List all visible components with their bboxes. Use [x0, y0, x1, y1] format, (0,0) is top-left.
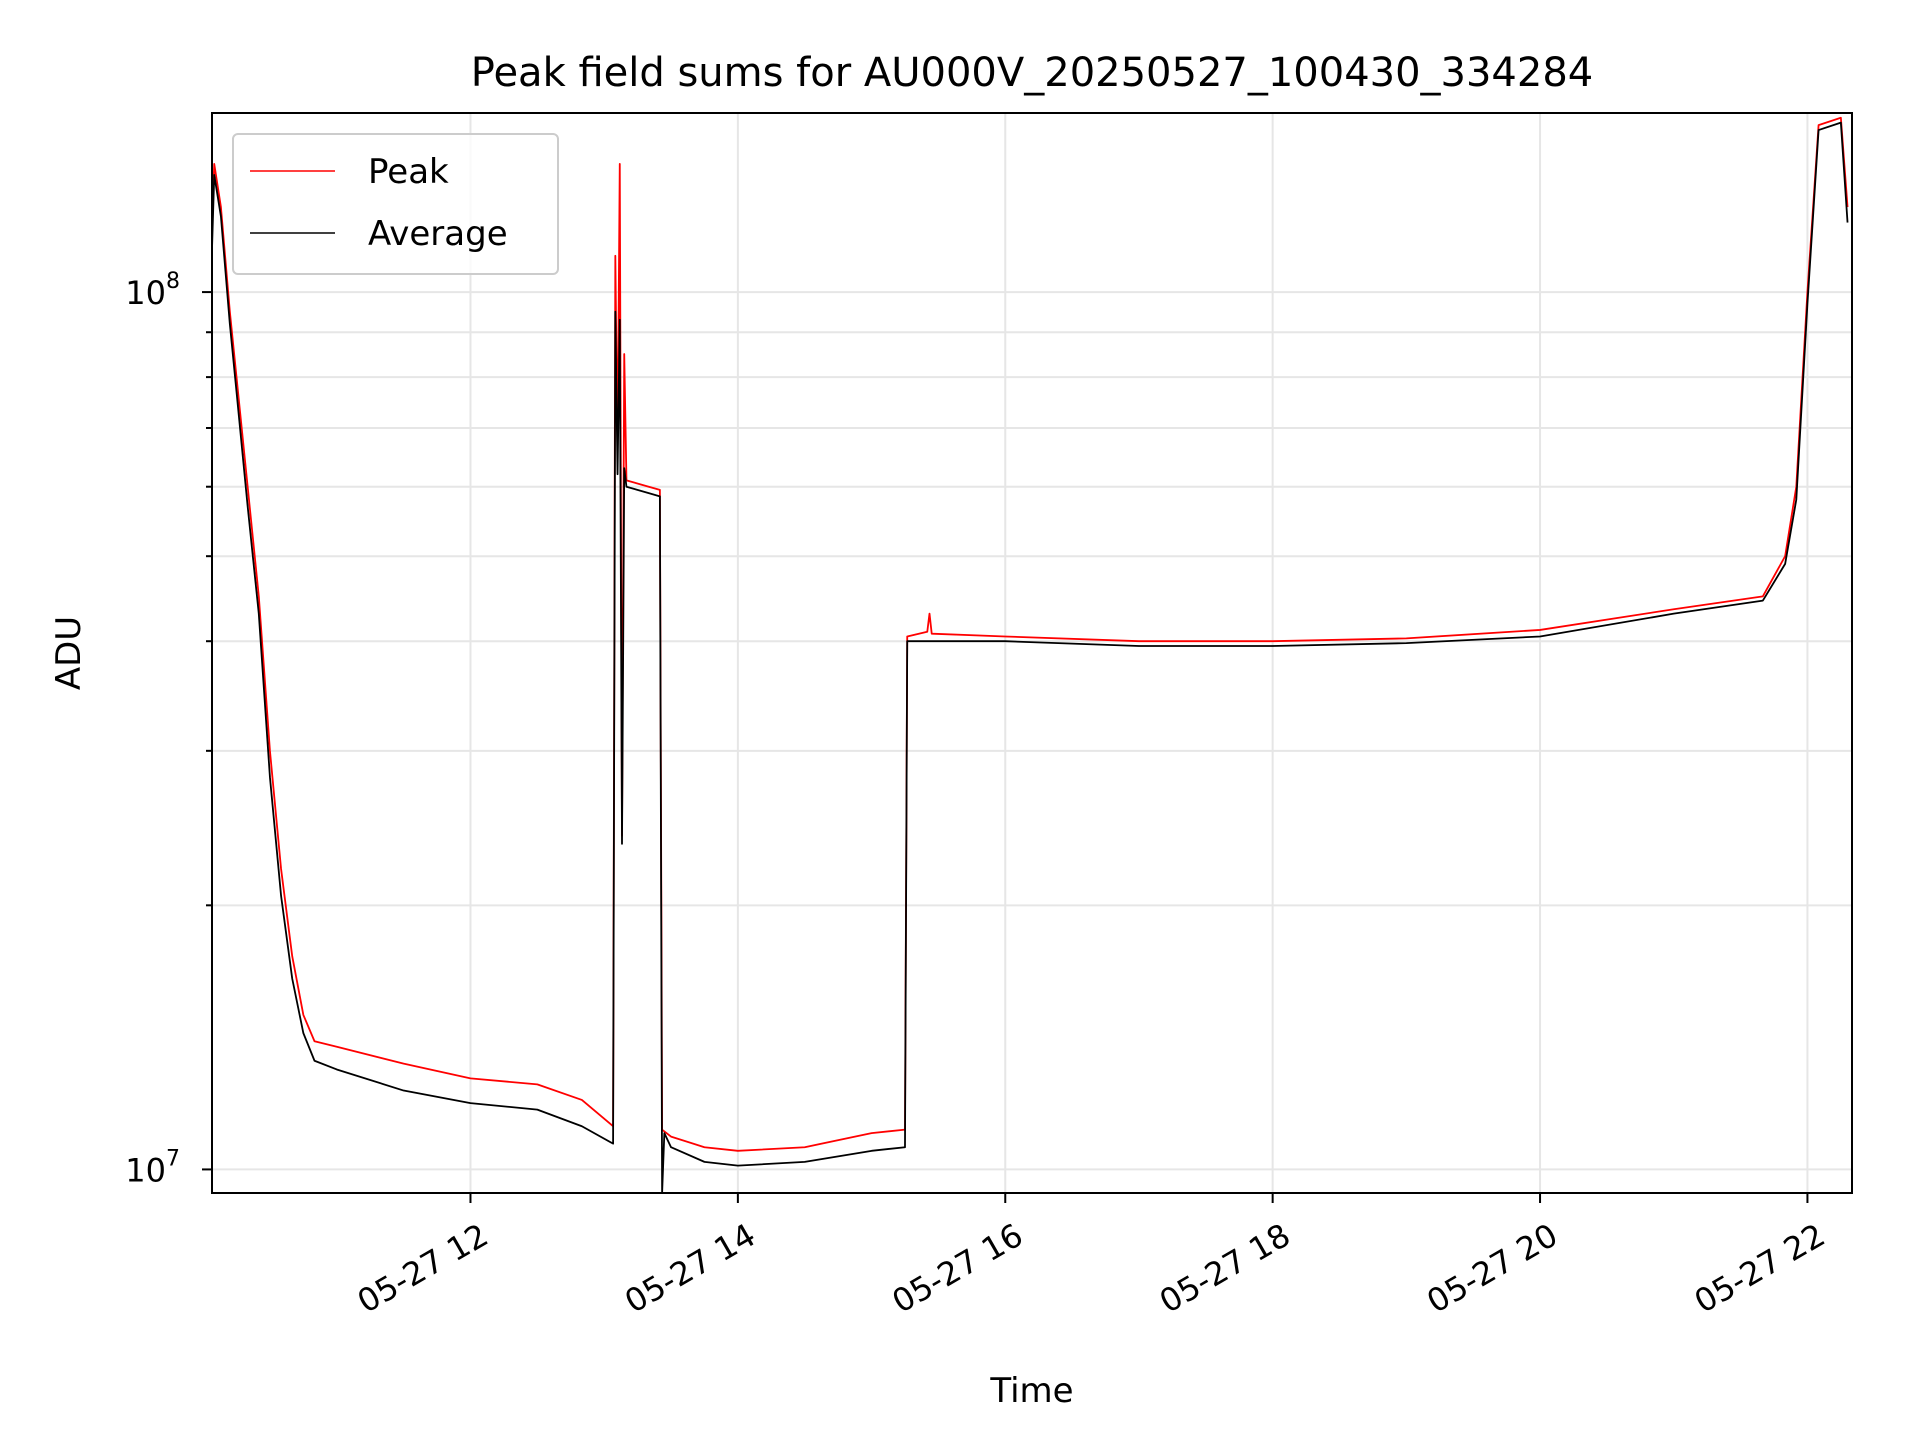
series-line-average: [212, 121, 1849, 1193]
y-tick-exponent: 7: [166, 1146, 180, 1171]
legend-label-peak: Peak: [368, 152, 449, 192]
y-axis-label: ADU: [49, 616, 89, 690]
y-tick-label: 107: [125, 1146, 180, 1189]
y-tick-base: 10: [125, 1151, 166, 1189]
legend-box: [232, 133, 559, 275]
y-tick-exponent: 8: [166, 269, 180, 294]
series-line-peak: [212, 116, 1849, 1152]
legend: Peak Average: [232, 133, 559, 275]
grid: [212, 113, 1852, 1193]
plot-area: [212, 116, 1849, 1193]
y-tick-base: 10: [125, 274, 166, 312]
legend-label-average: Average: [368, 214, 508, 254]
chart-title: Peak field sums for AU000V_20250527_1004…: [471, 50, 1593, 96]
y-tick-label: 108: [125, 269, 180, 312]
x-axis-label: Time: [989, 1371, 1073, 1411]
axes-frame: [211, 112, 1853, 1194]
